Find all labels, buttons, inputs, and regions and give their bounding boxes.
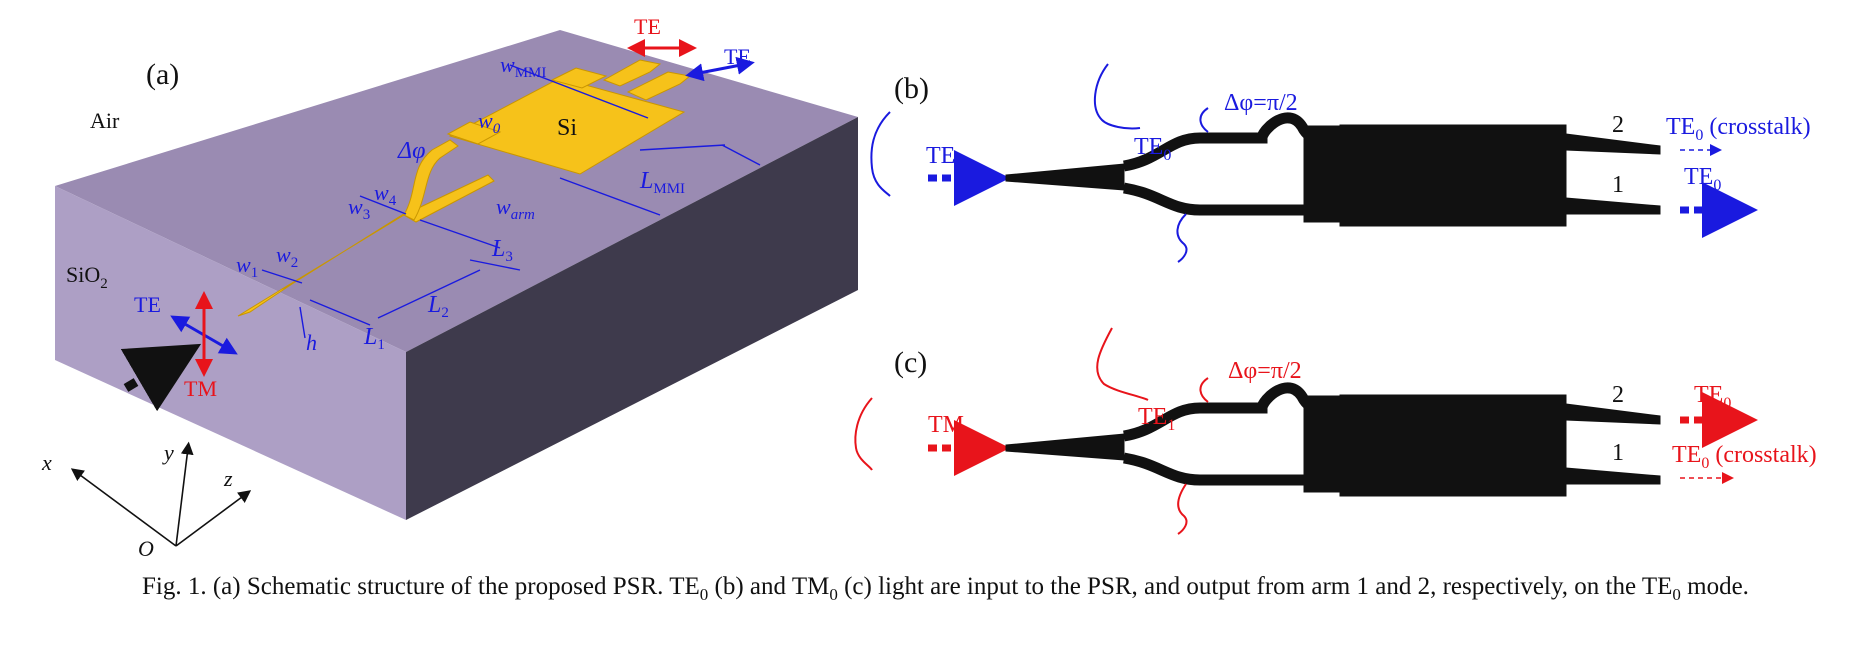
dim-delta-phi: Δφ: [397, 138, 425, 164]
dim-w4: w4: [374, 180, 397, 209]
dim-w0: w0: [478, 108, 501, 137]
upper-mode-profile-c: [1096, 327, 1149, 401]
port2-label-c: 2: [1612, 382, 1624, 408]
te-input-label: TE: [134, 292, 161, 317]
dim-w-arm: warm: [496, 194, 535, 223]
dim-l2: L2: [427, 292, 449, 321]
upper-mode-profile-b: [1093, 63, 1141, 130]
input-mode-label-b: TE0: [926, 143, 963, 173]
phase-label-c: Δφ=π/2: [1228, 358, 1302, 384]
dim-l3: L3: [491, 236, 513, 265]
silicon-waveguide: [237, 59, 692, 317]
dim-w3: w3: [348, 194, 370, 223]
dim-h: h: [306, 330, 317, 355]
figure-caption: Fig. 1. (a) Schematic structure of the p…: [142, 573, 1749, 604]
panel-a: Si (a) Air SiO2 wMMI w0 Δφ w4 w3 warm LM…: [41, 14, 858, 560]
dimension-lines: [261, 64, 761, 339]
input-mode-profile-b: [870, 111, 891, 197]
axis-origin-label: O: [138, 536, 154, 560]
label-a: (a): [146, 58, 179, 91]
light-input-arrow: [123, 378, 139, 392]
dim-w2: w2: [276, 242, 298, 271]
lower-mode-profile-b: [1176, 213, 1188, 263]
mid-mode-label-b: TE0: [1134, 134, 1171, 164]
output1-label-b: TE0: [1684, 164, 1721, 194]
coordinate-axes: [70, 441, 252, 547]
axis-z-label: z: [223, 466, 233, 491]
panel-b: (b) TE0 TE0 Δφ=π/2 2 1 TE0 (crosstalk) T…: [870, 63, 1811, 263]
port1-label-b: 1: [1612, 172, 1624, 198]
device-c: [1005, 382, 1661, 497]
phase-mode-profile-c: [1199, 377, 1209, 403]
label-c: (c): [894, 346, 927, 379]
dim-w-mmi: wMMI: [500, 52, 546, 81]
port1-label-c: 1: [1612, 440, 1624, 466]
dim-w1: w1: [236, 252, 258, 281]
dim-l1: L1: [363, 324, 385, 353]
axis-x-label: x: [41, 450, 52, 475]
sio2-label: SiO2: [66, 262, 108, 292]
tm-input-label: TM: [184, 376, 217, 401]
phase-label-b: Δφ=π/2: [1224, 90, 1298, 116]
output1-label-c: TE0 (crosstalk): [1672, 442, 1817, 472]
figure-diagram: Si (a) Air SiO2 wMMI w0 Δφ w4 w3 warm LM…: [41, 14, 1817, 560]
input-mode-profile-c: [854, 397, 873, 471]
output2-label-b: TE0 (crosstalk): [1666, 114, 1811, 144]
output2-label-c: TE0: [1694, 382, 1731, 412]
mid-mode-label-c: TE1: [1138, 404, 1175, 434]
input-mode-label-c: TM0: [928, 412, 972, 442]
te-output-blue-label: TE: [724, 44, 751, 69]
label-b: (b): [894, 72, 929, 105]
silicon-label: Si: [557, 115, 577, 141]
lower-mode-profile-c: [1177, 483, 1188, 535]
axis-y-label: y: [162, 440, 174, 465]
phase-mode-profile-b: [1199, 107, 1209, 133]
te-output-blue-arrow: [685, 56, 755, 82]
te-output-red-label: TE: [634, 14, 661, 39]
slab-side-face: [406, 117, 858, 520]
dim-l-mmi: LMMI: [639, 168, 685, 197]
air-label: Air: [90, 108, 120, 133]
device-b: [1005, 112, 1661, 227]
panel-c: (c) TM0 TE1 Δφ=π/2 2 1 TE0 TE0 (crosstal…: [854, 327, 1817, 535]
light-input-arrow-head: [120, 343, 202, 412]
port2-label-b: 2: [1612, 112, 1624, 138]
